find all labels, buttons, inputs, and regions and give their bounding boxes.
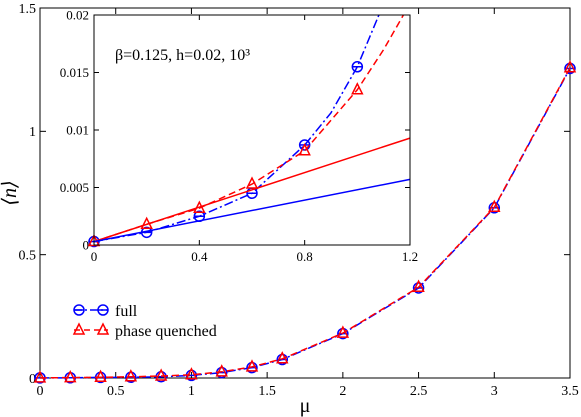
x-tick-label: 0.4 [191, 249, 208, 264]
y-tick-label: 0 [83, 238, 90, 253]
y-tick-label: 0.005 [60, 180, 89, 195]
data-point-marker [245, 359, 259, 372]
data-point-marker [412, 279, 425, 292]
y-tick-label: 0.02 [66, 8, 89, 23]
y-tick-label: 0.015 [60, 65, 89, 80]
legend-pq-label: phase quenched [115, 323, 217, 340]
x-tick-label: 1.5 [258, 384, 276, 399]
y-tick-label: 1 [29, 125, 36, 140]
data-point-marker [64, 369, 77, 383]
x-tick-label: 1 [188, 384, 195, 399]
main-plot: 0 0.5 1 1.5 2 2.5 3 3.5 0 0.5 1 1.5 [19, 2, 579, 399]
x-tick-label: 3 [491, 384, 498, 399]
data-point-marker [245, 176, 259, 189]
y-tick-label: 1.5 [19, 2, 37, 17]
data-point-marker [276, 351, 289, 364]
x-tick-label: 2 [339, 384, 346, 399]
x-tick-label: 0.5 [107, 384, 125, 399]
data-point-marker [185, 367, 198, 380]
series-line [39, 67, 571, 379]
inset-plot: 0 0.4 0.8 1.2 0 0.005 0.01 0.015 0.02 [60, 8, 418, 264]
inset-frame [93, 14, 411, 246]
data-point-marker [336, 325, 350, 338]
inset-background [94, 15, 410, 245]
y-tick-label: 0.5 [19, 249, 37, 264]
data-point-marker [124, 369, 138, 382]
y-tick-label: 0.01 [66, 123, 89, 138]
data-point-marker [351, 82, 364, 95]
data-point-marker [215, 364, 228, 377]
data-point-marker [488, 199, 501, 213]
series-line [93, 14, 405, 243]
y-axis-label: ⟨n⟩ [0, 180, 21, 206]
series-line [93, 178, 411, 243]
data-point-marker [298, 143, 311, 156]
x-tick-label: 0.8 [297, 249, 313, 264]
legend-pq-marker [96, 322, 110, 335]
main-plot-frame [39, 7, 571, 379]
x-tick-label: 1.2 [402, 249, 418, 264]
x-tick-label: 3.5 [561, 384, 579, 399]
series-line [93, 14, 380, 243]
legend-pq-marker [72, 322, 86, 335]
data-point-marker [33, 370, 47, 383]
inset-annotation: β=0.125, h=0.02, 10³ [115, 47, 250, 64]
data-point-marker [563, 60, 577, 73]
series-line [93, 137, 411, 243]
x-tick-label: 0 [91, 249, 98, 264]
x-tick-label: 2.5 [410, 384, 428, 399]
legend: full phase quenched [72, 303, 217, 340]
data-point-marker [94, 369, 107, 383]
x-axis-label: μ [300, 395, 311, 417]
data-point-marker [154, 368, 168, 381]
y-tick-label: 0 [29, 372, 36, 387]
legend-full-label: full [115, 303, 138, 320]
x-tick-label: 0 [37, 384, 44, 399]
